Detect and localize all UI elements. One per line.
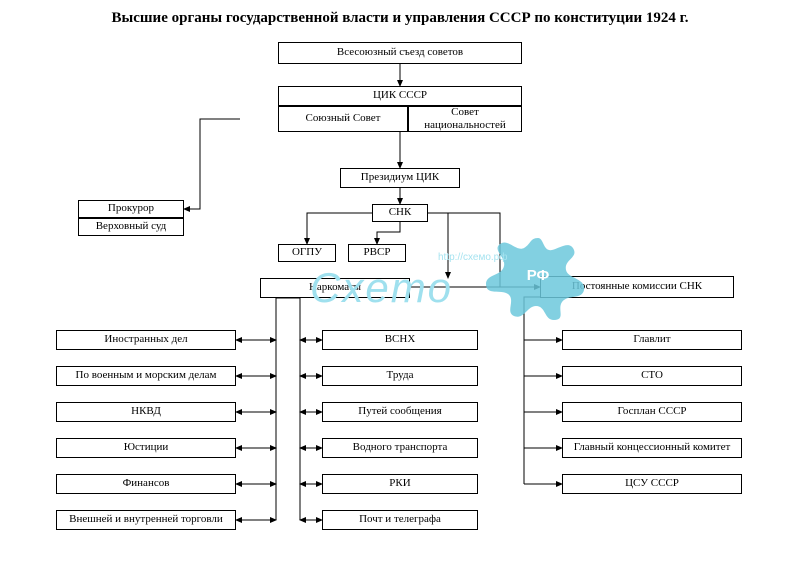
node-union: Союзный Совет — [278, 106, 408, 132]
node-cik: ЦИК СССР — [278, 86, 522, 106]
node-congress: Всесоюзный съезд советов — [278, 42, 522, 64]
node-r3: Госплан СССР — [562, 402, 742, 422]
node-l5: Финансов — [56, 474, 236, 494]
node-c1: ВСНХ — [322, 330, 478, 350]
node-r2: СТО — [562, 366, 742, 386]
node-nations: Совет национальностей — [408, 106, 522, 132]
node-c6: Почт и телеграфа — [322, 510, 478, 530]
node-rvsr: РВСР — [348, 244, 406, 262]
node-ogpu: ОГПУ — [278, 244, 336, 262]
watermark-url: http://схемо.рф — [438, 252, 507, 263]
node-c3: Путей сообщения — [322, 402, 478, 422]
node-r5: ЦСУ СССР — [562, 474, 742, 494]
node-narkomaty: Наркоматы — [260, 278, 410, 298]
node-perm: Постоянные комиссии СНК — [540, 276, 734, 298]
node-l4: Юстиции — [56, 438, 236, 458]
node-court: Верховный суд — [78, 218, 184, 236]
node-c4: Водного транспорта — [322, 438, 478, 458]
node-r1: Главлит — [562, 330, 742, 350]
node-l2: По военным и морским делам — [56, 366, 236, 386]
page-title: Высшие органы государственной власти и у… — [0, 10, 800, 27]
node-l3: НКВД — [56, 402, 236, 422]
node-c2: Труда — [322, 366, 478, 386]
node-presidium: Президиум ЦИК — [340, 168, 460, 188]
node-r4: Главный концессионный комитет — [562, 438, 742, 458]
node-c5: РКИ — [322, 474, 478, 494]
node-l1: Иностранных дел — [56, 330, 236, 350]
node-l6: Внешней и внутренней торговли — [56, 510, 236, 530]
watermark-splat-icon: РФ — [478, 230, 598, 320]
node-prosecutor: Прокурор — [78, 200, 184, 218]
node-snk: СНК — [372, 204, 428, 222]
